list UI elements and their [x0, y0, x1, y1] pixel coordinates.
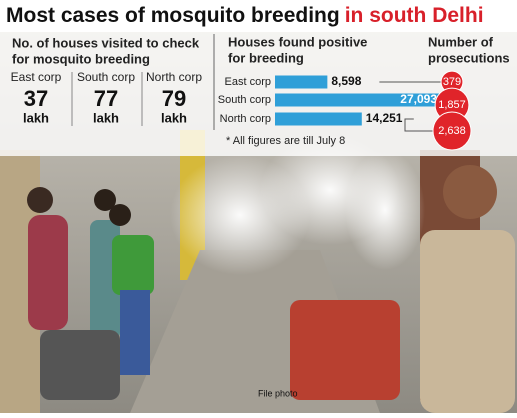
value-label: 27,093 — [400, 92, 437, 106]
bubble — [432, 111, 472, 151]
chart-title: prosecutions — [428, 50, 510, 65]
chart-title: Number of — [428, 34, 494, 49]
category-label: North corp — [220, 113, 271, 125]
corp-unit: lakh — [23, 110, 49, 125]
value-label: 8,598 — [331, 74, 361, 88]
heading: No. of houses visited to check — [12, 35, 200, 50]
title-highlight: in south Delhi — [345, 4, 484, 27]
value-label: 14,251 — [366, 111, 403, 125]
heading: for mosquito breeding — [12, 51, 150, 66]
corp-unit: lakh — [161, 110, 187, 125]
corp-name: East corp — [11, 70, 62, 84]
category-label: South corp — [218, 94, 271, 106]
value-label: 2,638 — [438, 125, 466, 137]
corp-value: 79 — [162, 86, 186, 111]
title: Most cases of mosquito breeding in south … — [6, 4, 484, 27]
corp-value: 37 — [24, 86, 48, 111]
title-main: Most cases of mosquito breeding — [6, 4, 340, 27]
corp-name: North corp — [146, 70, 202, 84]
corp-value: 77 — [94, 86, 118, 111]
category-label: East corp — [225, 76, 271, 88]
chart-title: Houses found positive — [228, 34, 367, 49]
credit: File photo — [258, 388, 298, 398]
corp-name: South corp — [77, 70, 135, 84]
chart-title: for breeding — [228, 50, 304, 65]
value-label: 1,857 — [438, 99, 466, 111]
title-bar — [0, 0, 517, 32]
connector — [404, 118, 433, 132]
value-label: 379 — [443, 76, 461, 88]
note: * All figures are till July 8 — [226, 135, 345, 147]
bar — [275, 112, 362, 126]
bar — [275, 75, 328, 89]
corp-unit: lakh — [93, 110, 119, 125]
bar — [275, 93, 440, 107]
